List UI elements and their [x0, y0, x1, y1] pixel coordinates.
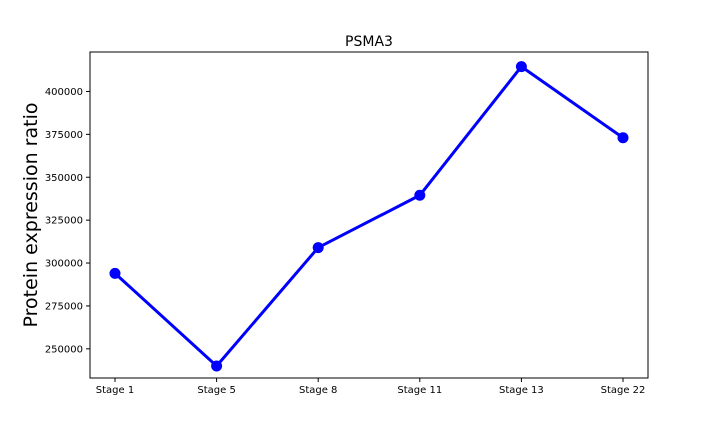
data-point [312, 242, 324, 254]
y-tick-label: 250000 [45, 344, 83, 355]
y-tick-label: 275000 [45, 301, 83, 312]
data-point [515, 61, 527, 73]
y-axis-ticks: 250000 275000 300000 325000 350000 375000 4000… [45, 87, 90, 355]
x-axis-ticks: Stage 1 Stage 5 Stage 8 Stage 11 Stage 13 Sta… [96, 378, 646, 396]
data-point [617, 132, 629, 144]
y-tick-label: 300000 [45, 259, 83, 270]
y-axis-label: Protein expression ratio [20, 103, 42, 328]
plot-frame [89, 51, 649, 379]
x-tick-label: Stage 1 [96, 385, 134, 396]
data-point [109, 267, 121, 279]
x-tick-label: Stage 5 [197, 385, 235, 396]
y-tick-label: 350000 [45, 173, 83, 184]
chart-title: PSMA3 [345, 34, 393, 50]
x-tick-label: Stage 22 [601, 385, 646, 396]
x-tick-label: Stage 13 [499, 385, 544, 396]
plot-area [90, 52, 648, 378]
data-markers [109, 61, 629, 372]
x-tick-label: Stage 11 [397, 385, 442, 396]
y-tick-label: 400000 [45, 87, 83, 98]
y-tick-label: 325000 [45, 216, 83, 227]
data-point [414, 189, 426, 201]
x-tick-label: Stage 8 [299, 385, 337, 396]
series-line [113, 65, 624, 368]
data-point [211, 360, 223, 372]
y-tick-label: 375000 [45, 130, 83, 141]
